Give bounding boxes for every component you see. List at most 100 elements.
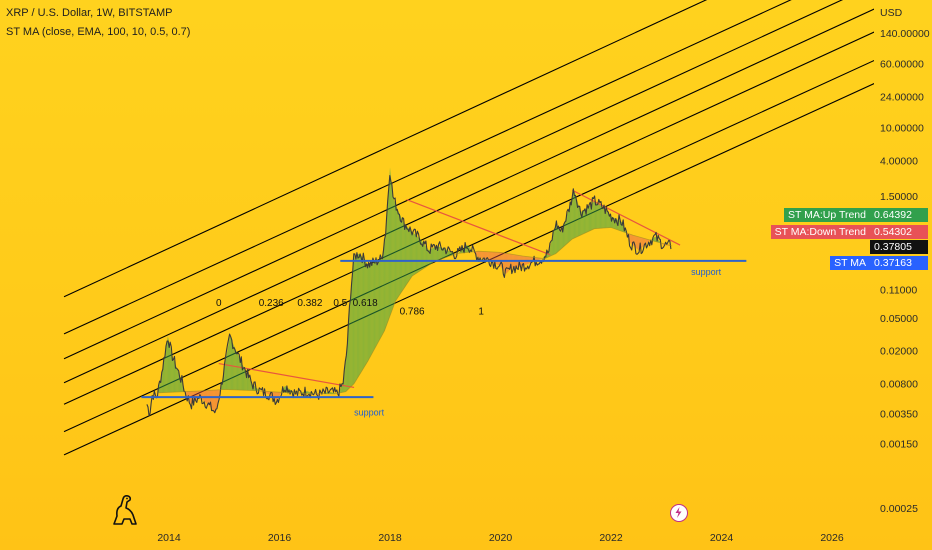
down-trend-fill: [268, 391, 270, 395]
up-trend-badge: ST MA:Up Trend 0.64392: [783, 208, 928, 222]
up-trend-fill: [575, 195, 577, 238]
up-trend-fill: [433, 247, 435, 263]
down-trend-fill: [629, 234, 631, 244]
up-trend-fill: [570, 200, 572, 241]
channel-lines: [63, 0, 874, 456]
down-trend-fill: [202, 390, 204, 401]
up-trend-value: 0.64392: [870, 208, 928, 222]
up-trend-fill: [174, 361, 176, 392]
up-trend-fill: [449, 251, 451, 256]
up-trend-fill: [376, 260, 378, 345]
down-trend-fill: [215, 389, 217, 413]
up-trend-fill: [591, 203, 593, 231]
up-trend-fill: [597, 203, 599, 229]
price-axis[interactable]: USD 140.00000 60.00000 24.00000 10.00000 4.0…: [880, 7, 930, 515]
down-trend-fill: [214, 390, 216, 413]
up-trend-fill: [243, 365, 245, 391]
up-trend-fill: [371, 263, 373, 355]
up-trend-fill: [350, 285, 352, 388]
up-trend-fill: [173, 358, 175, 393]
up-trend-fill: [574, 191, 576, 238]
channel-line-4: [63, 0, 844, 360]
down-trend-fill: [477, 251, 479, 258]
up-trend-fill: [361, 255, 363, 372]
trend-line-1: [406, 199, 551, 256]
up-trend-fill: [230, 338, 232, 390]
last-price-badge: 0.37805: [870, 240, 928, 254]
price-tick-9: 0.00800: [880, 379, 918, 391]
up-trend-fill: [413, 232, 415, 276]
up-trend-fill: [362, 257, 364, 371]
down-trend-fill: [185, 391, 187, 396]
up-trend-fill: [176, 367, 178, 392]
up-trend-fill: [594, 200, 596, 229]
up-trend-fill: [407, 227, 409, 283]
down-trend-fill: [506, 253, 508, 274]
up-trend-fill: [367, 264, 369, 362]
price-tick-6: 0.11000: [880, 285, 917, 297]
fib-label-0: 0: [216, 298, 222, 309]
st-ma-line: [157, 227, 672, 395]
up-trend-fill: [599, 204, 602, 229]
down-trend-fill: [507, 253, 509, 273]
fib-label-4: 0.618: [353, 298, 378, 309]
up-trend-fill: [426, 247, 428, 267]
up-trend-fill: [434, 246, 436, 262]
up-trend-fill: [438, 246, 440, 260]
fib-label-3: 0.5: [333, 298, 347, 309]
up-trend-fill: [391, 178, 393, 313]
up-trend-fill: [373, 262, 375, 351]
channel-line-2: [63, 31, 874, 405]
up-trend-fill: [579, 206, 581, 236]
down-trend-fill: [633, 235, 635, 247]
up-trend-fill: [392, 190, 394, 310]
down-trend-fill: [508, 253, 510, 272]
down-trend-fill: [195, 391, 197, 401]
time-tick-2024: 2024: [710, 532, 734, 544]
up-trend-fill: [164, 348, 166, 393]
fib-label-2: 0.382: [297, 298, 322, 309]
down-trend-fill: [275, 391, 277, 401]
up-trend-fill: [405, 224, 407, 287]
up-trend-fill: [330, 391, 332, 394]
down-trend-fill: [491, 251, 493, 262]
up-trend-fill: [567, 208, 569, 243]
up-trend-fill: [235, 348, 237, 390]
up-trend-fill: [383, 239, 385, 333]
down-trend-fill: [630, 234, 632, 245]
up-trend-fill: [358, 253, 360, 378]
up-trend-fill: [380, 259, 382, 339]
down-trend-fill: [212, 390, 214, 411]
channel-line-3: [63, 8, 874, 384]
up-trend-fill: [423, 242, 425, 269]
dinosaur-logo-icon[interactable]: [110, 494, 138, 526]
up-trend-fill: [248, 376, 250, 391]
up-trend-fill: [244, 367, 246, 391]
channel-line-5: [63, 0, 792, 335]
last-price-value: 0.37805: [870, 240, 928, 254]
up-trend-fill: [343, 369, 345, 393]
up-trend-fill: [582, 210, 584, 235]
down-trend-fill: [213, 390, 215, 412]
down-trend-fill: [480, 251, 482, 259]
down-trend-label: ST MA:Down Trend: [770, 225, 870, 239]
up-trend-fill: [590, 204, 592, 231]
symbol-title[interactable]: XRP / U.S. Dollar, 1W, BITSTAMP: [6, 7, 173, 19]
currency-label: USD: [880, 7, 903, 19]
up-trend-fill: [375, 261, 377, 347]
indicator-legend[interactable]: ST MA (close, EMA, 100, 10, 0.5, 0.7): [6, 26, 191, 38]
up-trend-fill: [416, 235, 418, 274]
down-trend-fill: [485, 251, 487, 260]
time-axis[interactable]: 2014 2016 2018 2020 2022 2024 2026: [157, 532, 844, 544]
up-trend-fill: [598, 204, 600, 229]
up-trend-fill: [605, 210, 607, 228]
flash-event-icon[interactable]: [670, 504, 688, 522]
up-trend-fill: [601, 205, 603, 229]
up-trend-fill: [172, 356, 174, 393]
up-trend-fill: [354, 255, 356, 383]
up-trend-fill: [229, 336, 231, 390]
down-trend-fill: [279, 392, 281, 396]
down-trend-fill: [503, 252, 505, 273]
down-trend-fill: [537, 257, 539, 261]
